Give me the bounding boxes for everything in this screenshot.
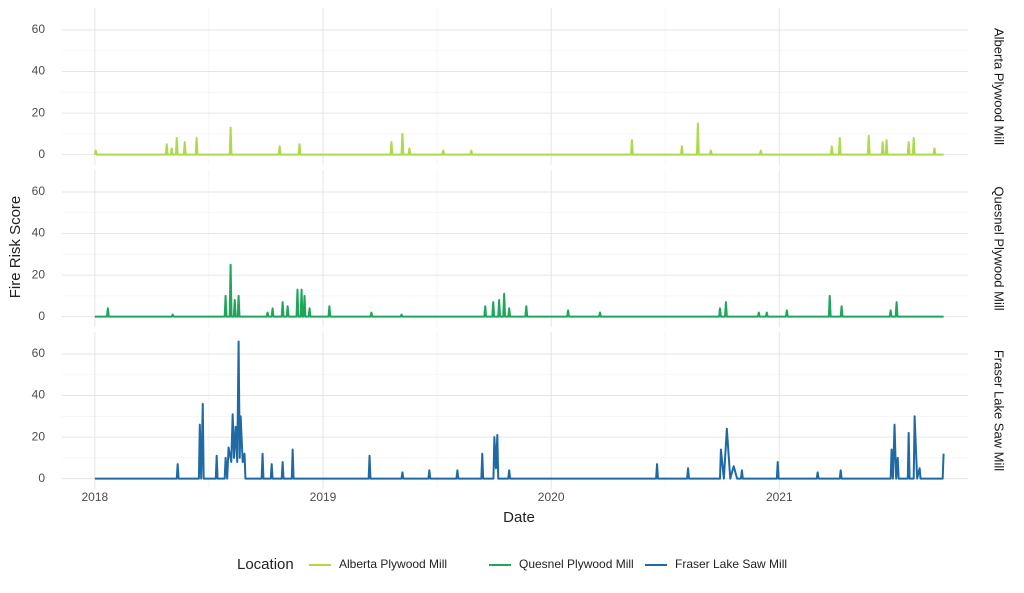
x-tick-label: 2018	[82, 490, 109, 504]
x-axis-title: Date	[503, 509, 535, 526]
y-tick-label: 60	[32, 346, 46, 360]
y-axis-title: Fire Risk Score	[7, 196, 24, 299]
series-line	[93, 122, 944, 156]
y-tick-label: 20	[32, 105, 46, 119]
y-tick-label: 20	[32, 429, 46, 443]
series-line	[94, 263, 944, 318]
legend-title: Location	[237, 556, 294, 573]
y-tick-label: 40	[32, 388, 46, 402]
y-tick-label: 0	[38, 471, 45, 485]
facet-label: Fraser Lake Saw Mill	[992, 350, 1007, 471]
x-tick-label: 2019	[310, 490, 337, 504]
y-tick-label: 20	[32, 267, 46, 281]
y-tick-label: 60	[32, 22, 46, 36]
y-tick-label: 40	[32, 226, 46, 240]
x-tick-label: 2021	[766, 490, 793, 504]
y-tick-label: 0	[38, 147, 45, 161]
y-tick-label: 60	[32, 184, 46, 198]
legend-label: Alberta Plywood Mill	[339, 557, 447, 571]
legend-label: Quesnel Plywood Mill	[519, 557, 634, 571]
facet-label: Alberta Plywood Mill	[992, 28, 1007, 145]
facet-label: Quesnel Plywood Mill	[992, 186, 1007, 310]
series-line	[94, 340, 945, 480]
y-tick-label: 0	[38, 309, 45, 323]
x-tick-label: 2020	[538, 490, 565, 504]
legend-label: Fraser Lake Saw Mill	[675, 557, 787, 571]
y-tick-label: 40	[32, 64, 46, 78]
